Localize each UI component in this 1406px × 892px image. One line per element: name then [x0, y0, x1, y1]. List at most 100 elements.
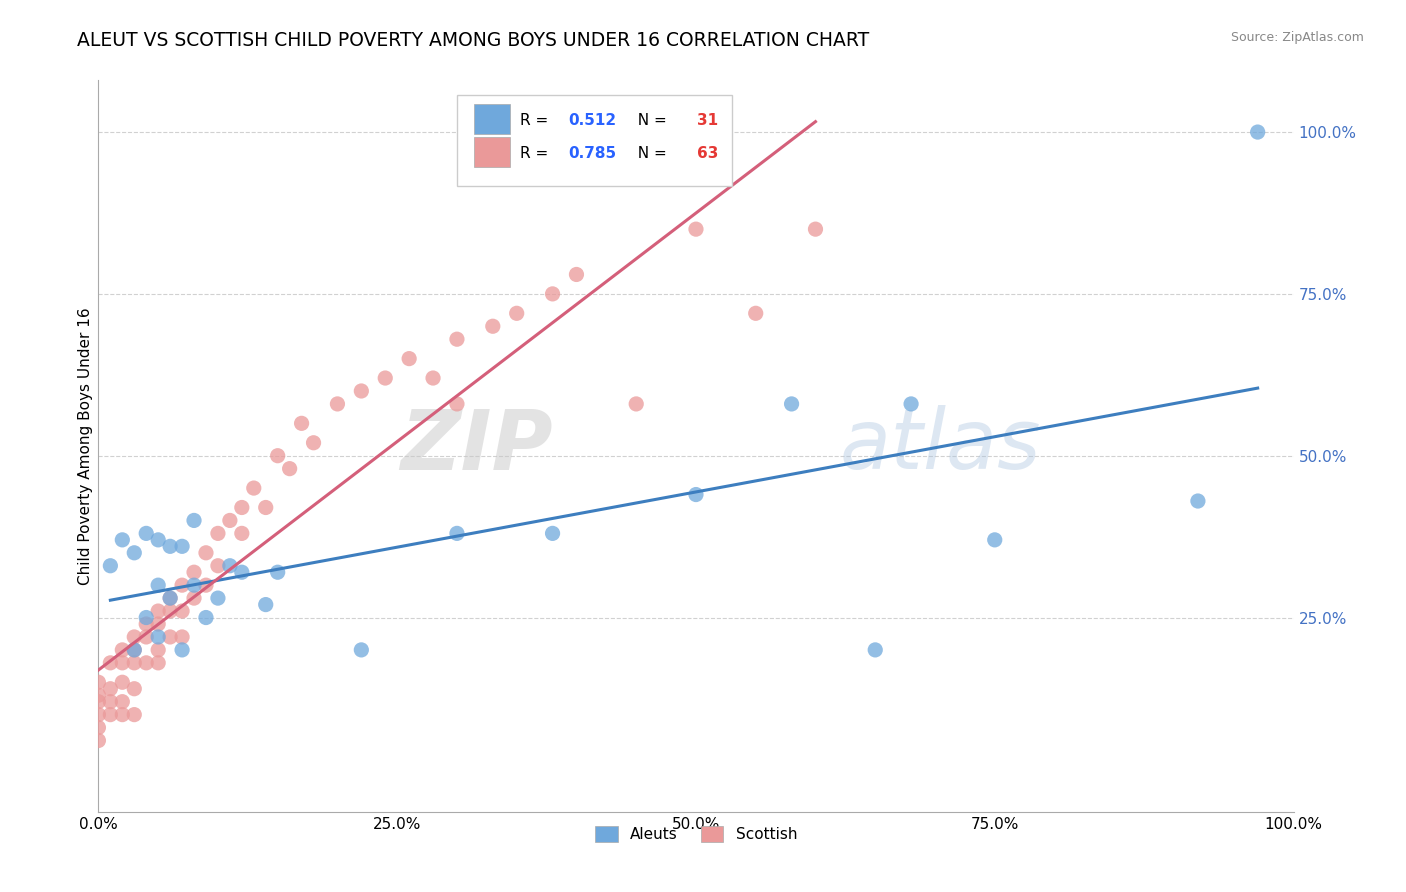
Point — [111, 707, 134, 722]
Point — [506, 306, 529, 320]
Point — [159, 604, 181, 618]
Point — [148, 630, 170, 644]
Point — [98, 681, 122, 696]
Point — [124, 707, 146, 722]
Point — [626, 397, 648, 411]
Point — [135, 610, 157, 624]
Point — [422, 371, 444, 385]
Point — [111, 656, 134, 670]
Point — [172, 578, 194, 592]
Point — [219, 513, 242, 527]
Point — [111, 675, 134, 690]
Text: 0.785: 0.785 — [568, 146, 616, 161]
Point — [87, 675, 110, 690]
Legend: Aleuts, Scottish: Aleuts, Scottish — [589, 820, 803, 848]
Point — [254, 500, 277, 515]
Point — [984, 533, 1007, 547]
FancyBboxPatch shape — [474, 136, 509, 168]
Point — [124, 546, 146, 560]
Point — [350, 384, 373, 398]
Point — [195, 578, 218, 592]
Point — [900, 397, 922, 411]
Text: ALEUT VS SCOTTISH CHILD POVERTY AMONG BOYS UNDER 16 CORRELATION CHART: ALEUT VS SCOTTISH CHILD POVERTY AMONG BO… — [77, 31, 869, 50]
Point — [207, 558, 229, 573]
Point — [124, 643, 146, 657]
Point — [183, 591, 205, 606]
Text: R =: R = — [520, 146, 554, 161]
Point — [148, 617, 170, 632]
Point — [111, 643, 134, 657]
Point — [207, 526, 229, 541]
Point — [148, 604, 170, 618]
Point — [745, 306, 768, 320]
Point — [231, 566, 253, 580]
Y-axis label: Child Poverty Among Boys Under 16: Child Poverty Among Boys Under 16 — [77, 307, 93, 585]
Point — [87, 707, 110, 722]
Point — [172, 643, 194, 657]
Text: ZIP: ZIP — [399, 406, 553, 486]
FancyBboxPatch shape — [457, 95, 733, 186]
Point — [135, 630, 157, 644]
Point — [87, 733, 110, 747]
Point — [135, 617, 157, 632]
Point — [374, 371, 396, 385]
Point — [207, 591, 229, 606]
Point — [231, 500, 253, 515]
Point — [111, 533, 134, 547]
Point — [398, 351, 420, 366]
Point — [87, 688, 110, 702]
Point — [98, 707, 122, 722]
Point — [172, 539, 194, 553]
Point — [291, 417, 314, 431]
Point — [446, 526, 468, 541]
Point — [135, 656, 157, 670]
Point — [780, 397, 803, 411]
Point — [804, 222, 827, 236]
Point — [159, 591, 181, 606]
Point — [135, 526, 157, 541]
Point — [87, 695, 110, 709]
Point — [159, 630, 181, 644]
Point — [302, 435, 325, 450]
Point — [98, 558, 122, 573]
Point — [267, 566, 290, 580]
Point — [124, 630, 146, 644]
Text: Source: ZipAtlas.com: Source: ZipAtlas.com — [1230, 31, 1364, 45]
Point — [685, 222, 707, 236]
Point — [254, 598, 277, 612]
Point — [350, 643, 373, 657]
Point — [159, 591, 181, 606]
Point — [148, 533, 170, 547]
Text: 63: 63 — [697, 146, 718, 161]
Point — [446, 332, 468, 346]
Point — [541, 286, 564, 301]
Point — [159, 539, 181, 553]
Point — [1187, 494, 1209, 508]
Point — [481, 319, 505, 334]
Point — [98, 656, 122, 670]
Point — [98, 695, 122, 709]
Point — [183, 578, 205, 592]
Text: N =: N = — [628, 113, 672, 128]
Point — [195, 546, 218, 560]
Point — [541, 526, 564, 541]
Point — [124, 643, 146, 657]
Point — [326, 397, 349, 411]
Point — [278, 461, 301, 475]
Point — [183, 513, 205, 527]
Point — [446, 397, 468, 411]
Point — [87, 721, 110, 735]
FancyBboxPatch shape — [474, 103, 509, 135]
Point — [183, 566, 205, 580]
Point — [243, 481, 266, 495]
Point — [565, 268, 588, 282]
Point — [111, 695, 134, 709]
Text: atlas: atlas — [839, 406, 1040, 486]
Text: 0.512: 0.512 — [568, 113, 616, 128]
Point — [172, 604, 194, 618]
Text: 31: 31 — [697, 113, 718, 128]
Point — [685, 487, 707, 501]
Point — [267, 449, 290, 463]
Text: N =: N = — [628, 146, 672, 161]
Point — [124, 656, 146, 670]
